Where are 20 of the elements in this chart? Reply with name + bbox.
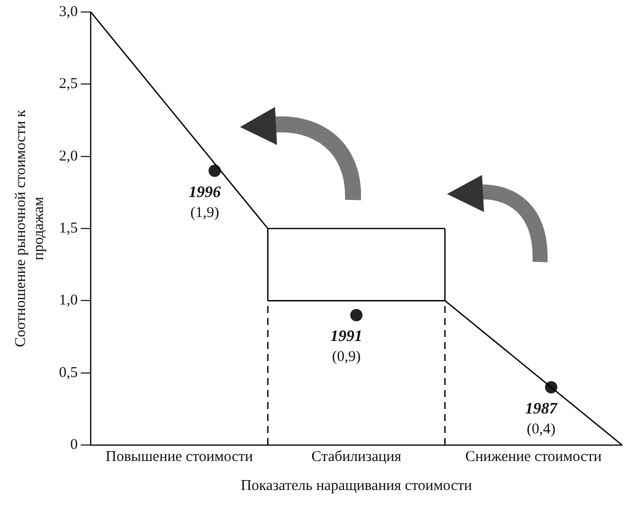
x-tick-label: Снижение стоимости bbox=[465, 448, 602, 465]
y-tick-label: 2,0 bbox=[59, 148, 78, 164]
y-tick-label: 0,5 bbox=[59, 364, 78, 381]
y-tick-label: 1,5 bbox=[59, 220, 78, 236]
data-label: (0,4) bbox=[526, 421, 556, 438]
y-axis-title: Соотношение рыночной стоимости к продажам bbox=[12, 109, 47, 348]
y-tick-label: 0 bbox=[70, 436, 78, 453]
point bbox=[208, 164, 221, 177]
y-tick-label: 2,5 bbox=[59, 76, 78, 92]
data-label: (1,9) bbox=[190, 204, 220, 221]
point bbox=[350, 308, 363, 322]
series-label: 1987 bbox=[525, 400, 558, 418]
x-tick-label: Повышение стоимости bbox=[106, 448, 253, 465]
x-axis-title: Показатель наращивания стоимости bbox=[240, 478, 472, 494]
x-tick-label: Стабилизация bbox=[311, 448, 402, 465]
y-tick-label: 1,0 bbox=[59, 292, 78, 309]
series-label: 1991 bbox=[330, 328, 362, 346]
series-label: 1996 bbox=[188, 184, 221, 201]
data-label: (0,9) bbox=[332, 349, 361, 366]
y-tick-label: 3,0 bbox=[59, 4, 78, 20]
